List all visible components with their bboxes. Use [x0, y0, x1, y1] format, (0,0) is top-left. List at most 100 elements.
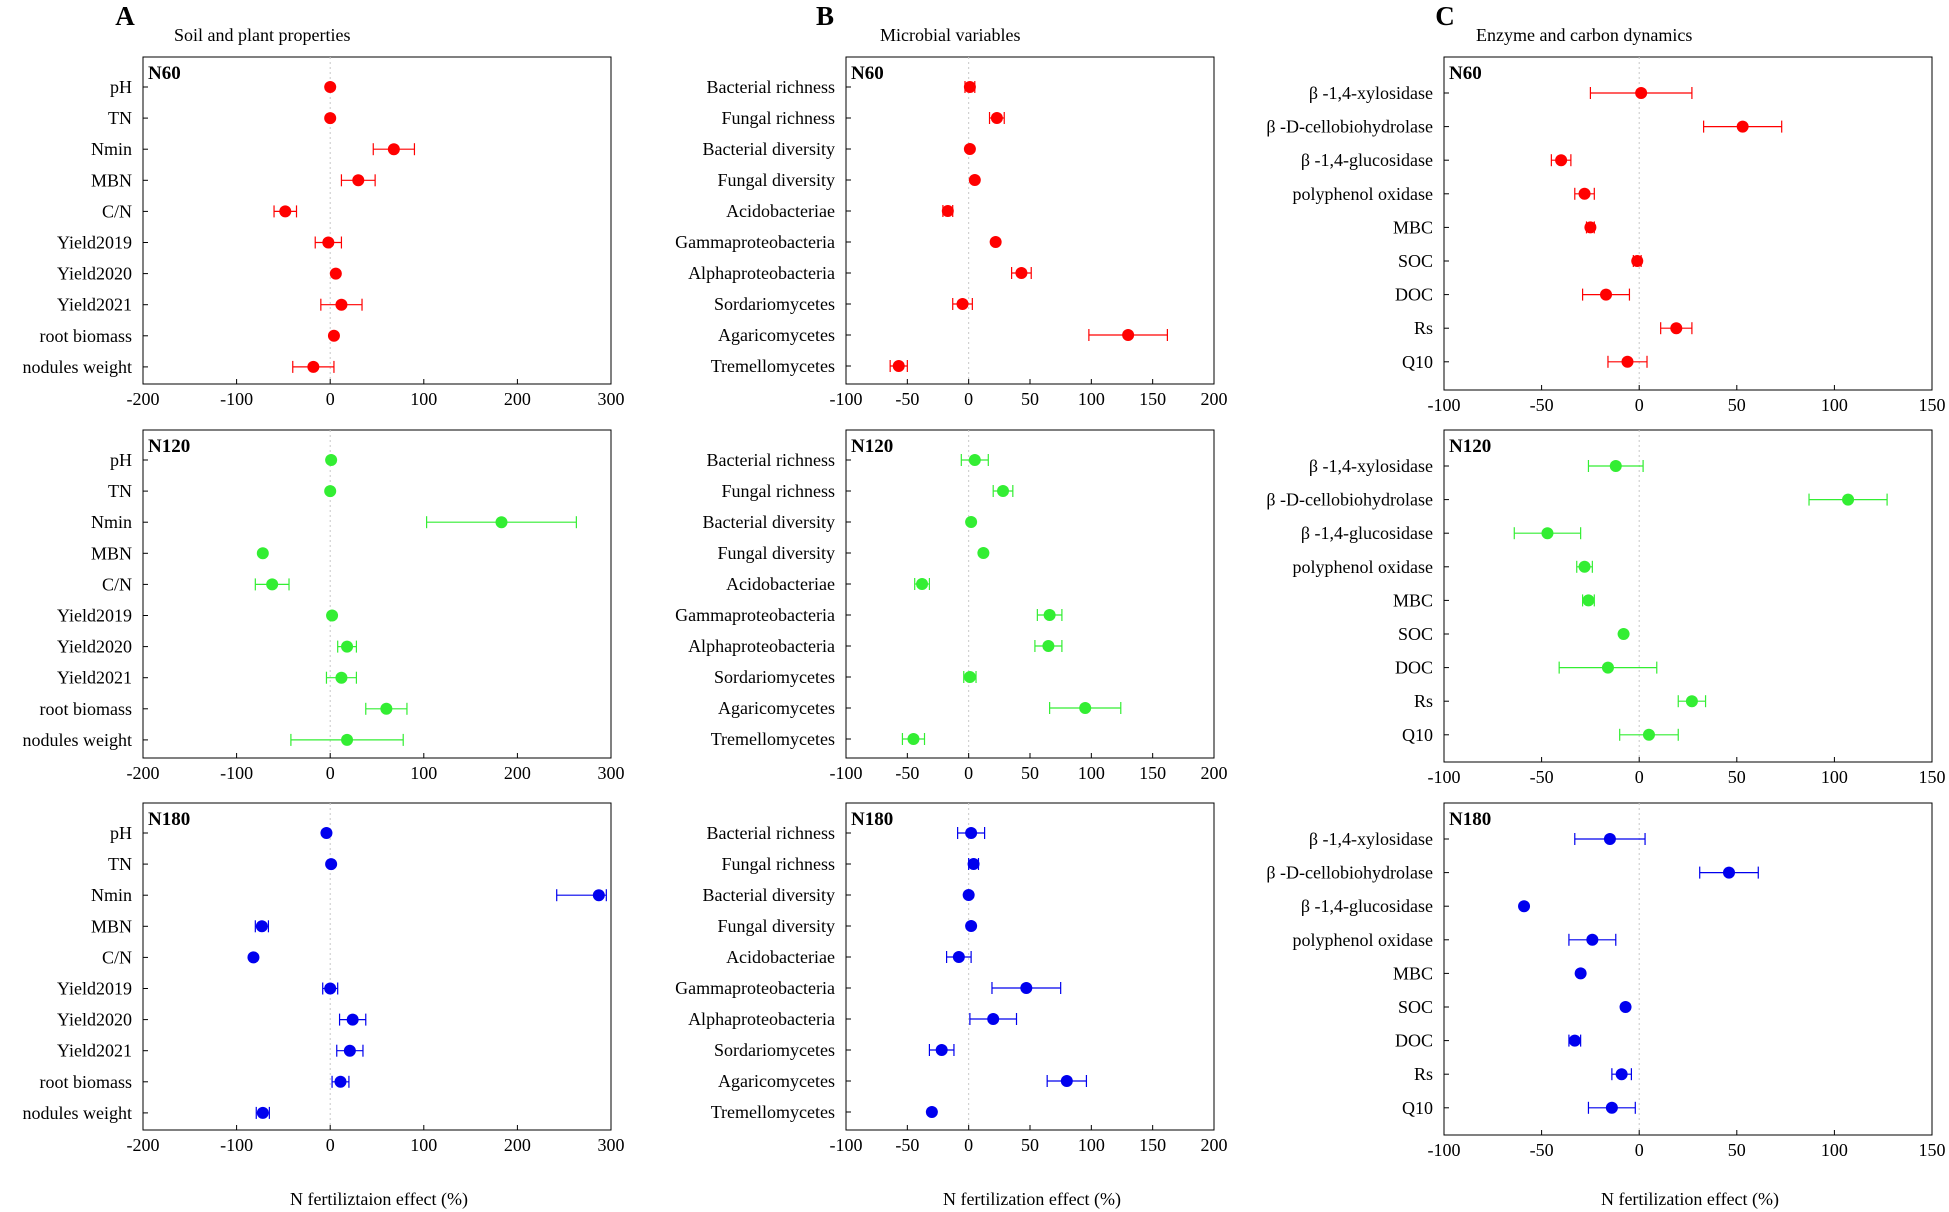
y-category-label: nodules weight — [23, 357, 133, 377]
y-category-label: TN — [108, 481, 132, 501]
data-point — [965, 827, 978, 839]
panel-letter-c: C — [1435, 1, 1455, 31]
y-category-label: Alphaproteobacteria — [688, 636, 835, 656]
y-category-label: Acidobacteriae — [726, 574, 835, 594]
x-tick-label: 0 — [326, 389, 335, 409]
y-category-label: root biomass — [40, 699, 133, 719]
y-category-label: Bacterial richness — [707, 450, 835, 470]
y-category-label: β -D-cellobiohydrolase — [1266, 117, 1433, 137]
y-category-label: Acidobacteriae — [726, 947, 835, 967]
panel-letter-b: B — [816, 1, 834, 31]
x-tick-label: 100 — [1078, 389, 1105, 409]
y-category-label: Q10 — [1402, 1098, 1433, 1118]
data-point — [1060, 1075, 1073, 1087]
y-category-label: Gammaproteobacteria — [675, 232, 835, 252]
data-point — [1609, 460, 1622, 472]
panel-tag: N60 — [851, 63, 884, 84]
x-tick-label: -200 — [127, 763, 160, 783]
y-category-label: MBC — [1393, 217, 1433, 237]
y-category-label: Rs — [1414, 1064, 1433, 1084]
data-point — [1043, 609, 1056, 621]
column-title-a: Soil and plant properties — [174, 25, 350, 45]
y-category-label: β -1,4-xylosidase — [1309, 829, 1433, 849]
data-point — [935, 1044, 948, 1056]
x-tick-label: 0 — [326, 1135, 335, 1155]
data-point — [1621, 355, 1634, 368]
y-category-label: polyphenol oxidase — [1293, 184, 1433, 204]
data-point — [989, 236, 1002, 248]
x-tick-label: 100 — [410, 1135, 437, 1155]
y-category-label: β -1,4-glucosidase — [1301, 523, 1433, 543]
column-title-c: Enzyme and carbon dynamics — [1476, 25, 1692, 45]
y-category-label: polyphenol oxidase — [1293, 557, 1433, 577]
x-tick-label: 100 — [1078, 763, 1105, 783]
panel-tag: N120 — [148, 436, 190, 457]
x-tick-label: 100 — [410, 389, 437, 409]
y-category-label: Fungal diversity — [718, 916, 836, 936]
y-category-label: β -1,4-xylosidase — [1309, 456, 1433, 476]
y-category-label: MBN — [91, 543, 132, 563]
x-tick-label: 0 — [964, 763, 973, 783]
y-category-label: Gammaproteobacteria — [675, 605, 835, 625]
data-point — [1603, 833, 1616, 845]
y-category-label: pH — [110, 77, 132, 97]
data-point — [1578, 187, 1591, 200]
y-category-label: DOC — [1395, 658, 1433, 678]
panel-tag: N180 — [1449, 809, 1491, 830]
column-title-b: Microbial variables — [880, 25, 1020, 45]
data-point — [1635, 87, 1648, 99]
y-category-label: Q10 — [1402, 725, 1433, 745]
data-point — [335, 671, 348, 684]
data-point — [322, 236, 335, 249]
y-category-label: Acidobacteriae — [726, 201, 835, 221]
data-point — [334, 1075, 347, 1088]
data-point — [1631, 255, 1644, 267]
x-tick-label: -100 — [220, 389, 253, 409]
data-point — [341, 733, 354, 746]
x-tick-label: -100 — [220, 763, 253, 783]
y-category-label: Yield2019 — [57, 979, 132, 999]
x-tick-label: 50 — [1728, 395, 1746, 415]
panel-b-n60: N60 -100 -50 0 50 100 150 200 Bacterial richness… — [675, 56, 1228, 409]
data-point — [335, 298, 348, 311]
y-category-label: Sordariomycetes — [714, 294, 835, 314]
panel-b-n120: N120 -100 -50 0 50 100 150 200 Bacterial richnes… — [675, 429, 1228, 783]
x-tick-label: 300 — [598, 1135, 625, 1155]
x-tick-label: -100 — [1428, 767, 1461, 787]
y-category-label: DOC — [1395, 1031, 1433, 1051]
data-point — [1605, 1101, 1618, 1114]
x-tick-label: -100 — [1428, 395, 1461, 415]
data-point — [1617, 628, 1630, 640]
data-point — [1555, 154, 1568, 167]
x-tick-label: 200 — [504, 389, 531, 409]
data-point — [307, 360, 320, 373]
y-category-label: nodules weight — [23, 730, 133, 750]
y-category-label: Bacterial richness — [707, 823, 835, 843]
y-category-label: Agaricomycetes — [718, 325, 835, 345]
x-tick-label: -50 — [895, 1135, 919, 1155]
y-category-label: Yield2020 — [57, 637, 132, 657]
data-point — [324, 982, 337, 995]
y-category-label: Fungal richness — [722, 854, 835, 874]
data-point — [962, 889, 975, 901]
x-tick-label: -50 — [895, 389, 919, 409]
data-point — [1619, 1001, 1632, 1013]
y-category-label: Yield2020 — [57, 1010, 132, 1030]
plot-frame — [1443, 429, 1933, 763]
data-point — [1670, 322, 1683, 335]
x-tick-label: 0 — [1635, 1140, 1644, 1160]
x-tick-label: 150 — [1139, 1135, 1166, 1155]
y-category-label: MBC — [1393, 590, 1433, 610]
y-category-label: root biomass — [40, 1072, 133, 1092]
data-point — [320, 827, 333, 839]
x-tick-label: 0 — [326, 763, 335, 783]
data-point — [977, 547, 990, 559]
panel-tag: N60 — [148, 63, 181, 84]
y-category-label: MBC — [1393, 963, 1433, 983]
data-point — [925, 1106, 938, 1118]
data-point — [256, 547, 269, 560]
y-category-label: Rs — [1414, 318, 1433, 338]
y-category-label: Bacterial richness — [707, 77, 835, 97]
data-point — [963, 81, 976, 93]
data-point — [967, 858, 980, 870]
